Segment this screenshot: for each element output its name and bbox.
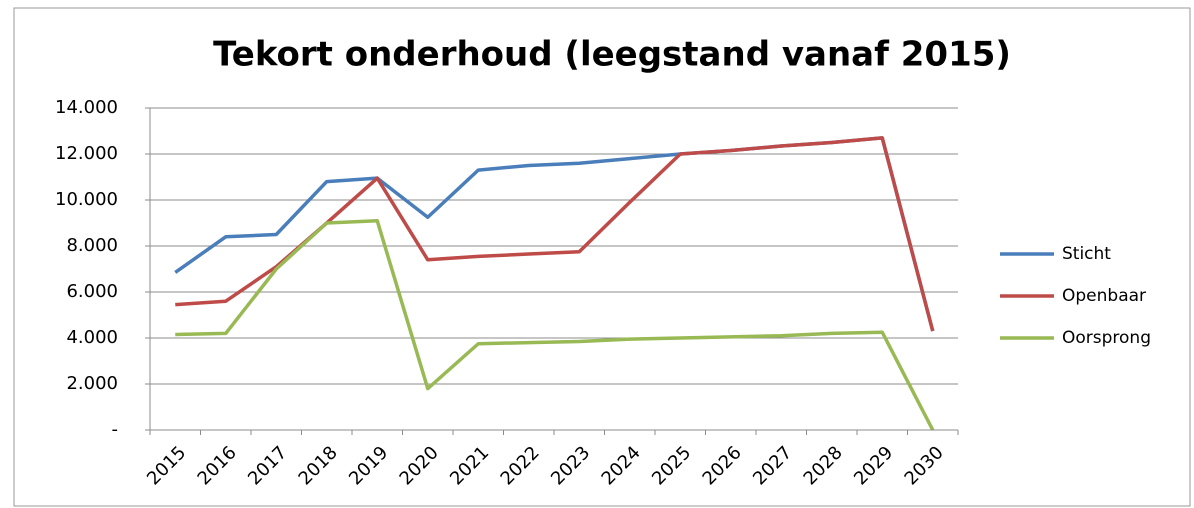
y-tick-label: 6.000 xyxy=(66,281,118,302)
chart-border xyxy=(13,7,1191,507)
y-tick-label: 12.000 xyxy=(55,143,118,164)
y-tick-label: 2.000 xyxy=(66,373,118,394)
y-tick-label: 14.000 xyxy=(55,97,118,118)
legend-label: Oorsprong xyxy=(1062,328,1151,348)
y-tick-label: 8.000 xyxy=(66,235,118,256)
legend-label: Openbaar xyxy=(1062,286,1146,306)
y-tick-label: 10.000 xyxy=(55,189,118,210)
series-line xyxy=(175,218,935,431)
legend-label: Sticht xyxy=(1062,244,1111,264)
y-tick-label: - xyxy=(112,419,119,440)
y-tick-label: 4.000 xyxy=(66,327,118,348)
chart-title: Tekort onderhoud (leegstand vanaf 2015) xyxy=(213,35,1011,75)
